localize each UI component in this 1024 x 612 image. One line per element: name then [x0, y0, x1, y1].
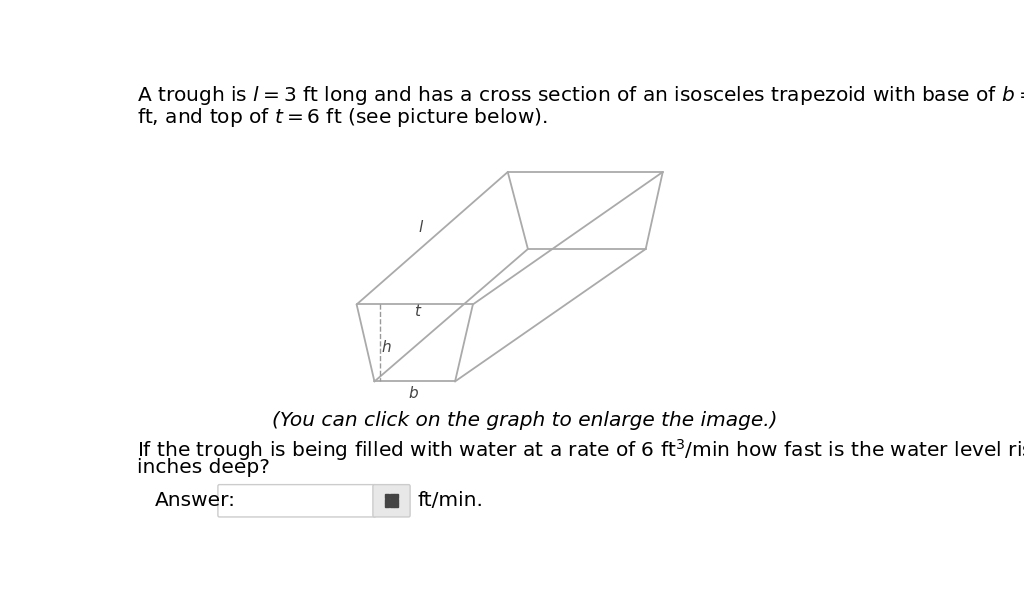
Text: Answer:: Answer:	[155, 491, 237, 510]
FancyBboxPatch shape	[218, 485, 376, 517]
Text: $b$: $b$	[408, 385, 419, 401]
Text: ft, and top of $t = 6$ ft (see picture below).: ft, and top of $t = 6$ ft (see picture b…	[137, 106, 548, 129]
Text: A trough is $l = 3$ ft long and has a cross section of an isosceles trapezoid wi: A trough is $l = 3$ ft long and has a cr…	[137, 84, 1024, 107]
Text: $t$: $t$	[415, 302, 423, 319]
Text: If the trough is being filled with water at a rate of 6 ft$^3$/min how fast is t: If the trough is being filled with water…	[137, 437, 1024, 463]
FancyBboxPatch shape	[373, 485, 410, 517]
Text: $l$: $l$	[418, 220, 424, 236]
Text: $h$: $h$	[381, 339, 391, 355]
Text: (You can click on the graph to enlarge the image.): (You can click on the graph to enlarge t…	[272, 411, 777, 430]
Text: ft/min.: ft/min.	[418, 491, 483, 510]
Text: inches deep?: inches deep?	[137, 458, 270, 477]
